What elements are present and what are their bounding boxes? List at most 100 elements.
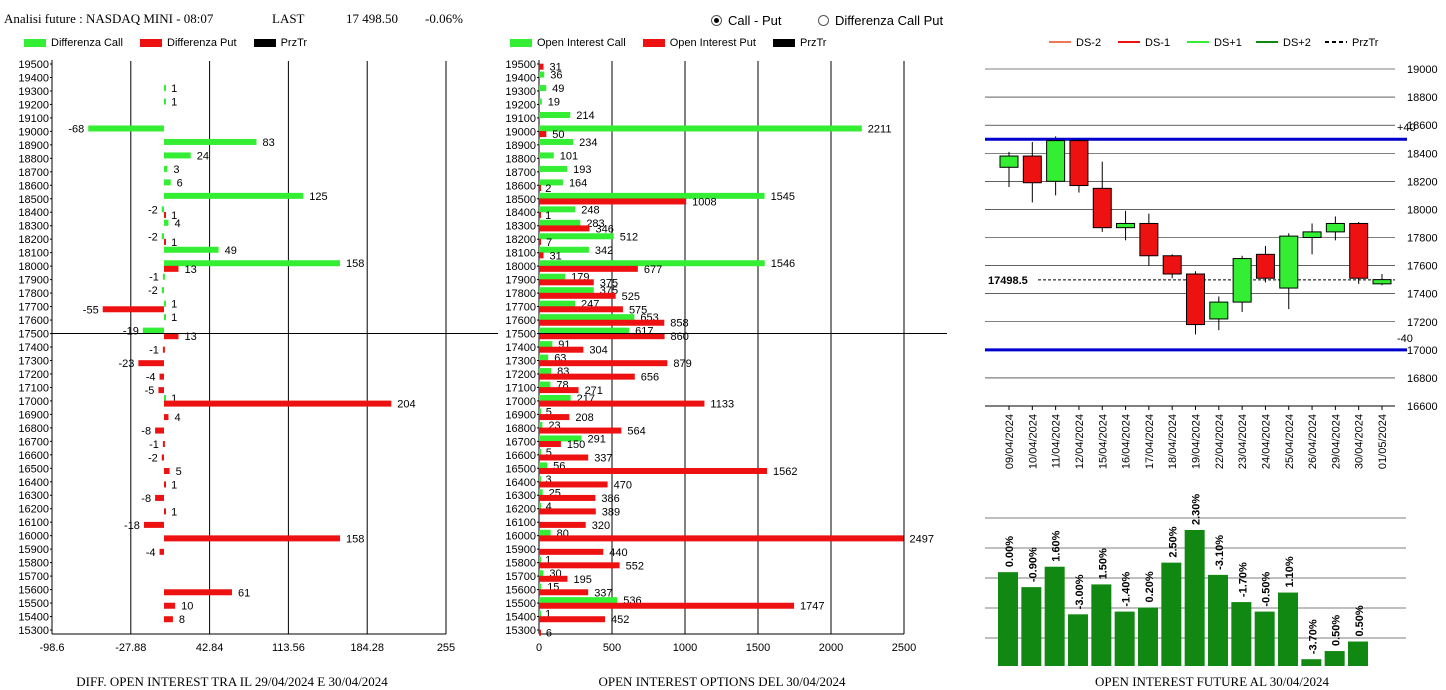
bar-call	[161, 287, 164, 294]
strike-label: 16200	[18, 504, 49, 516]
bar-value-label: 552	[626, 560, 644, 572]
bar-put	[155, 494, 164, 501]
bar-call	[539, 71, 545, 78]
legend-chart-2: Open Interest Call Open Interest Put Prz…	[510, 37, 840, 49]
bar-put	[539, 252, 544, 259]
strike-label: 19000	[18, 126, 49, 138]
future-bar-label: -1.70%	[1237, 562, 1249, 597]
bar-put	[539, 333, 665, 340]
bar-value-label: 342	[595, 245, 613, 257]
future-bar	[1068, 614, 1088, 666]
bar-call	[539, 192, 765, 199]
bar-call	[539, 179, 563, 186]
future-bar	[1301, 659, 1322, 666]
future-bar-label: 0.50%	[1354, 605, 1366, 636]
x-tick-label: 113.56	[272, 642, 305, 654]
bar-value-label: -8	[141, 426, 151, 438]
legend-label: DS-1	[1145, 37, 1170, 49]
bar-put	[539, 521, 586, 528]
bar-value-label: 5	[546, 447, 552, 459]
strike-label: 17200	[505, 369, 536, 381]
bar-value-label: 49	[552, 83, 564, 95]
legend-item-oi-put: Open Interest Put	[642, 37, 756, 49]
radio-differenza-call-put[interactable]: Differenza Call Put	[818, 13, 943, 28]
x-tick-label: 255	[437, 642, 455, 654]
strike-label: 16700	[18, 436, 49, 448]
bar-put	[539, 211, 541, 218]
future-bar	[1114, 611, 1135, 666]
bar-call	[539, 206, 576, 213]
bar-call	[164, 165, 168, 172]
strike-label: 16400	[18, 477, 49, 489]
bar-value-label: -2	[148, 285, 158, 297]
bar-value-label: 440	[609, 547, 627, 559]
bar-value-label: 1	[171, 83, 177, 95]
bar-value-label: -2	[148, 231, 158, 243]
future-bar-label: 2.30%	[1191, 494, 1203, 525]
bar-value-label: 8	[179, 614, 185, 626]
bar-call	[539, 597, 618, 604]
strike-label: 17700	[18, 302, 49, 314]
strike-label: 19500	[18, 59, 49, 71]
future-bar-label: -3.10%	[1214, 535, 1226, 570]
bar-value-label: 386	[601, 493, 619, 505]
strike-label: 18900	[505, 140, 536, 152]
bar-value-label: -1	[149, 439, 159, 451]
bar-put	[164, 508, 166, 515]
strike-label: 17600	[505, 315, 536, 327]
legend-chart-1: Differenza Call Differenza Put PrzTr	[24, 37, 321, 49]
bar-value-label: 375	[600, 277, 618, 289]
bar-put	[539, 508, 596, 515]
strike-label: 16100	[18, 517, 49, 529]
price-label: 17498.5	[988, 275, 1028, 287]
bar-put	[164, 616, 173, 623]
bar-call	[164, 85, 166, 92]
x-tick-label: 1500	[746, 642, 770, 654]
date-label: 01/05/2024	[1377, 414, 1389, 469]
bar-put	[539, 562, 620, 569]
bar-put	[539, 467, 768, 474]
bar-value-label: 320	[592, 520, 610, 532]
date-label: 12/04/2024	[1074, 414, 1086, 469]
bar-put	[164, 535, 341, 542]
bar-call	[539, 368, 552, 375]
bar-put	[164, 481, 166, 488]
bar-put	[539, 602, 795, 609]
legend-label: DS-2	[1076, 37, 1101, 49]
bar-call	[539, 462, 548, 469]
bar-value-label: 1	[545, 210, 551, 222]
radio-call-put[interactable]: Call - Put	[711, 13, 781, 28]
strike-label: 16400	[505, 477, 536, 489]
bar-put	[161, 454, 164, 461]
bar-call	[539, 219, 581, 226]
bar-value-label: 158	[346, 258, 364, 270]
bar-value-label: 1	[545, 609, 551, 621]
bar-value-label: 193	[573, 164, 591, 176]
radio-call-put-indicator[interactable]	[711, 15, 722, 26]
bar-call	[539, 300, 576, 307]
future-bar	[1021, 587, 1042, 666]
bar-put	[164, 400, 392, 407]
strike-label: 16900	[18, 409, 49, 421]
legend-item-prztr-2: PrzTr	[773, 37, 826, 49]
caption-chart-4: OPEN INTEREST FUTURE AL 30/04/2024	[1094, 674, 1330, 689]
future-bar	[1091, 584, 1112, 666]
bar-value-label: 1	[171, 506, 177, 518]
bar-call	[539, 138, 574, 145]
radio-differenza-indicator[interactable]	[818, 15, 829, 26]
bar-put	[539, 548, 604, 555]
bar-call	[164, 314, 166, 321]
bar-value-label: 656	[641, 372, 659, 384]
future-bar-label: -1.40%	[1121, 572, 1133, 607]
strike-label: 15700	[18, 571, 49, 583]
strike-label: 18100	[18, 248, 49, 260]
strike-label: 19300	[18, 86, 49, 98]
bar-put	[539, 441, 561, 448]
bar-put	[539, 373, 635, 380]
strike-label: 15900	[18, 544, 49, 556]
strike-label: 18300	[505, 221, 536, 233]
candle-body	[1255, 253, 1275, 279]
bar-value-label: 271	[585, 385, 603, 397]
future-bar-label: -3.70%	[1307, 619, 1319, 654]
bar-value-label: 1	[171, 210, 177, 222]
